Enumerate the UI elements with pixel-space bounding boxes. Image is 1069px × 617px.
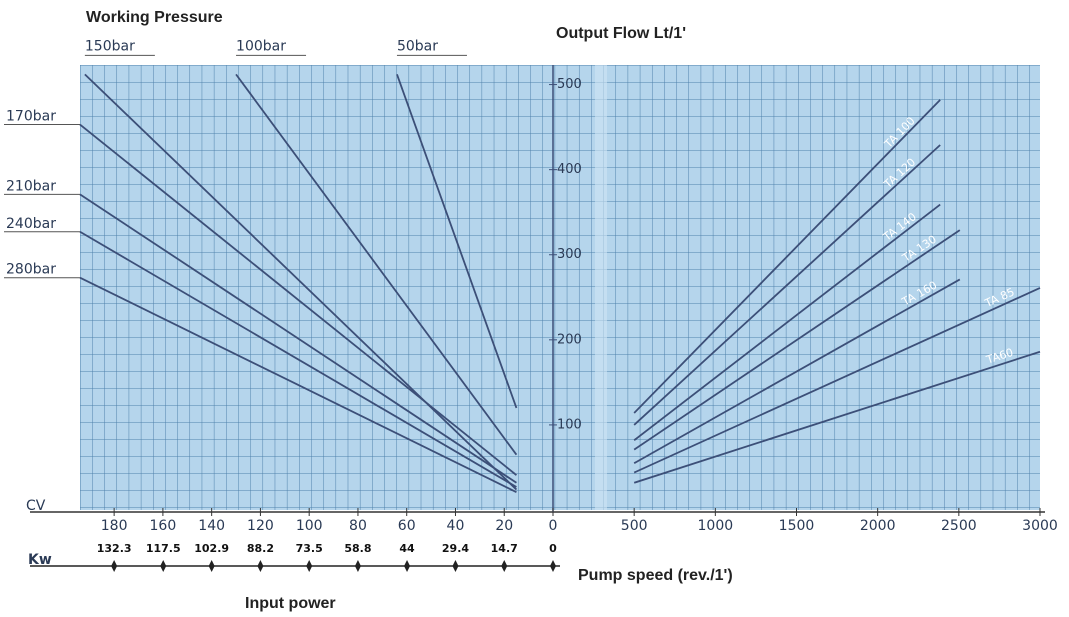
x-tick-label: 3000 <box>1022 518 1058 534</box>
x-tick-label: 500 <box>621 518 648 534</box>
line <box>235 73 518 456</box>
title: Output Flow Lt/1' <box>556 25 686 42</box>
x2-tick <box>354 560 361 572</box>
y-tick-label: 300 <box>557 247 582 262</box>
x2-title: Input power <box>245 595 336 612</box>
x-tick-label: 0 <box>549 518 558 534</box>
x2-tick <box>257 560 264 572</box>
x-tick-label: 80 <box>349 518 367 534</box>
y-tick-label: 200 <box>557 332 582 347</box>
x-tick-label: 40 <box>447 518 465 534</box>
grid <box>80 65 1040 510</box>
line <box>633 278 961 464</box>
line <box>79 230 517 488</box>
x2-tick <box>452 560 459 572</box>
x-tick-label: 1000 <box>698 518 734 534</box>
line <box>79 193 517 484</box>
x-tick-label: 2500 <box>941 518 977 534</box>
series-label: 100bar <box>236 38 286 54</box>
x2-tick-label: 73.5 <box>296 542 323 555</box>
x-tick-label: 1500 <box>779 518 815 534</box>
x2-tick <box>550 560 556 572</box>
line <box>633 287 1041 474</box>
x-tick-label: 100 <box>296 518 323 534</box>
x2-tick <box>208 560 215 572</box>
title: Working Pressure <box>86 9 223 26</box>
x2-tick <box>160 560 167 572</box>
line <box>633 144 941 426</box>
x2-tick-label: 44 <box>399 542 415 555</box>
x-tick-label: 140 <box>198 518 225 534</box>
series-label: 210bar <box>6 178 56 194</box>
x2-label: Kw <box>28 552 52 568</box>
x-tick-label: 20 <box>495 518 513 534</box>
x-tick-label: 180 <box>101 518 128 534</box>
series-label: 280bar <box>6 262 56 278</box>
line <box>79 123 517 476</box>
x-tick-label: 60 <box>398 518 416 534</box>
x2-tick-label: 88.2 <box>247 542 274 555</box>
line <box>84 73 518 491</box>
x2-tick-label: 117.5 <box>146 542 181 555</box>
line <box>633 203 941 441</box>
series-label: 170bar <box>6 109 56 125</box>
y-tick-label: 100 <box>557 417 582 432</box>
band <box>595 65 607 510</box>
series-label: 150bar <box>85 38 135 54</box>
y-tick-label: 400 <box>557 162 582 177</box>
series-label: 240bar <box>6 216 56 232</box>
x2-tick <box>404 560 411 572</box>
line <box>396 74 518 409</box>
series-label: 50bar <box>397 38 438 54</box>
x-label: Pump speed (rev./1') <box>578 567 733 584</box>
x2-tick-label: 29.4 <box>442 542 469 555</box>
x2-tick-label: 102.9 <box>194 542 229 555</box>
y-tick-label: 500 <box>557 77 582 92</box>
line <box>79 276 517 493</box>
x-label: CV <box>26 498 46 514</box>
x2-tick-label: 58.8 <box>344 542 371 555</box>
x2-tick <box>111 560 118 572</box>
x2-tick-label: 0 <box>549 542 557 555</box>
line <box>633 350 1041 484</box>
x-tick-label: 160 <box>150 518 177 534</box>
line <box>633 99 941 414</box>
line <box>633 229 961 451</box>
x2-tick <box>306 560 313 572</box>
x-tick-label: 2000 <box>860 518 896 534</box>
x2-tick <box>501 560 508 572</box>
x2-tick-label: 132.3 <box>97 542 132 555</box>
x-tick-label: 120 <box>247 518 274 534</box>
x2-tick-label: 14.7 <box>491 542 518 555</box>
